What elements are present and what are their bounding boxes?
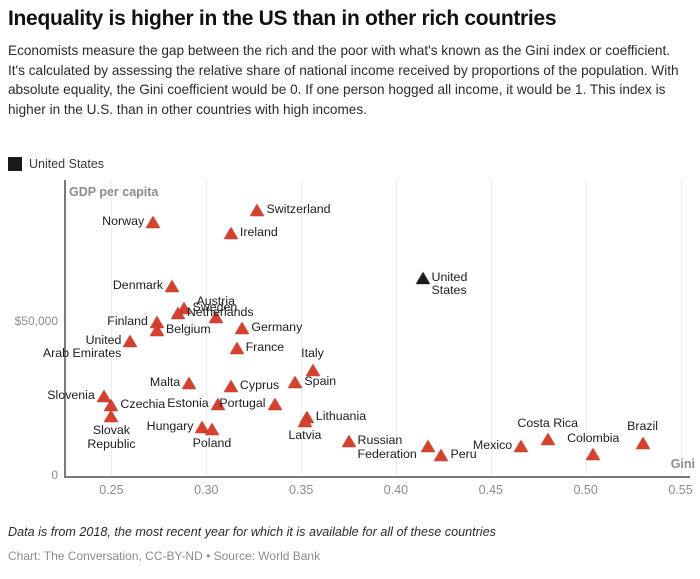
triangle-marker-icon [229,342,244,355]
data-point-label: Czechia [120,397,166,412]
triangle-marker-icon [540,433,555,445]
triangle-marker-icon [223,379,238,392]
triangle-marker-icon [165,280,180,293]
triangle-marker-icon [123,334,138,347]
gridline [680,180,682,477]
triangle-marker-icon [104,399,119,412]
data-point-label: Colombia [567,430,620,445]
x-axis-line [64,476,690,478]
data-point-label: United States [431,269,468,298]
triangle-marker-icon [204,422,219,435]
x-tick-label: 0.30 [194,483,219,497]
data-point-label: United Arab Emirates [42,332,122,361]
data-point-label: Slovak Republic [87,423,136,451]
x-tick-label: 0.45 [478,483,503,497]
x-tick-label: 0.50 [573,483,598,497]
gridline [111,180,113,477]
chart-credit: Chart: The Conversation, CC-BY-ND • Sour… [8,549,321,563]
triangle-marker-icon [182,377,197,390]
data-point-label: Hungary [146,418,194,433]
triangle-marker-icon [415,271,430,284]
data-point-label: Netherlands [186,304,254,319]
triangle-marker-icon [146,216,161,229]
data-point-label: Germany [251,320,303,335]
data-point-label: Austria [196,293,236,308]
data-point-label: Peru [450,446,477,461]
data-point-label: Costa Rica [517,415,579,430]
data-point-label: Belgium [165,321,211,336]
triangle-marker-icon [514,440,529,453]
triangle-marker-icon [149,323,164,336]
triangle-marker-icon [635,436,650,449]
data-point-label: Slovenia [47,387,95,402]
data-point-label: Switzerland [266,202,331,217]
data-point-label: Poland [192,435,232,450]
x-tick-label: 0.55 [668,483,693,497]
triangle-marker-icon [434,448,449,461]
gridline [490,180,492,477]
triangle-marker-icon [210,398,225,411]
data-point-label: Malta [149,375,181,390]
scatter-plot: GDP per capita Gini 0 $50,000 0.25 0.30 0.3… [0,180,700,497]
gridline [585,180,587,477]
triangle-marker-icon [297,415,312,428]
triangle-marker-icon [288,376,303,389]
triangle-marker-icon [305,363,320,376]
triangle-marker-icon [250,204,265,217]
data-point-label: Mexico [472,438,513,453]
data-point-label: Estonia [167,396,209,411]
triangle-marker-icon [235,322,250,335]
chart-note: Data is from 2018, the most recent year … [8,525,496,539]
data-point-label: Norway [102,214,145,229]
legend: United States [8,157,104,171]
data-point-label: Brazil [627,419,659,434]
page-title: Inequality is higher in the US than in o… [8,7,557,30]
data-point-label: Latvia [288,428,322,443]
gridline [301,180,303,477]
x-tick-label: 0.35 [288,483,314,497]
gridline [395,180,397,477]
data-point-label: Denmark [112,278,164,293]
data-point-label: Sweden [192,300,238,315]
data-point-label: Cyprus [239,377,280,392]
data-point-label: Italy [301,346,324,361]
triangle-marker-icon [170,306,185,319]
triangle-marker-icon [104,410,119,423]
triangle-marker-icon [208,311,223,324]
data-point-label: Russian Federation [357,433,417,461]
triangle-marker-icon [96,389,111,402]
triangle-marker-icon [421,440,436,453]
data-point-label: Finland [107,313,148,328]
legend-label-united-states: United States [29,157,105,171]
x-axis-title: Gini [670,457,695,471]
x-tick-label: 0.40 [383,483,409,497]
triangle-marker-icon [341,435,356,448]
data-point-label: Ireland [239,225,278,240]
data-point-label: Portugal [219,395,266,410]
gridline [206,180,208,477]
triangle-marker-icon [267,397,282,410]
data-point-label: Spain [304,374,337,389]
x-tick-label: 0.25 [99,483,124,497]
data-point-label: France [245,340,285,355]
y-axis-line [64,180,66,477]
legend-swatch-united-states [8,157,22,171]
description-text: Economists measure the gap between the r… [8,43,679,117]
data-point-label: Lithuania [315,408,367,423]
triangle-marker-icon [586,448,601,461]
y-tick-label: 0 [51,468,58,482]
y-tick-label: $50,000 [14,313,58,328]
y-axis-title: GDP per capita [69,185,159,199]
triangle-marker-icon [223,227,238,240]
